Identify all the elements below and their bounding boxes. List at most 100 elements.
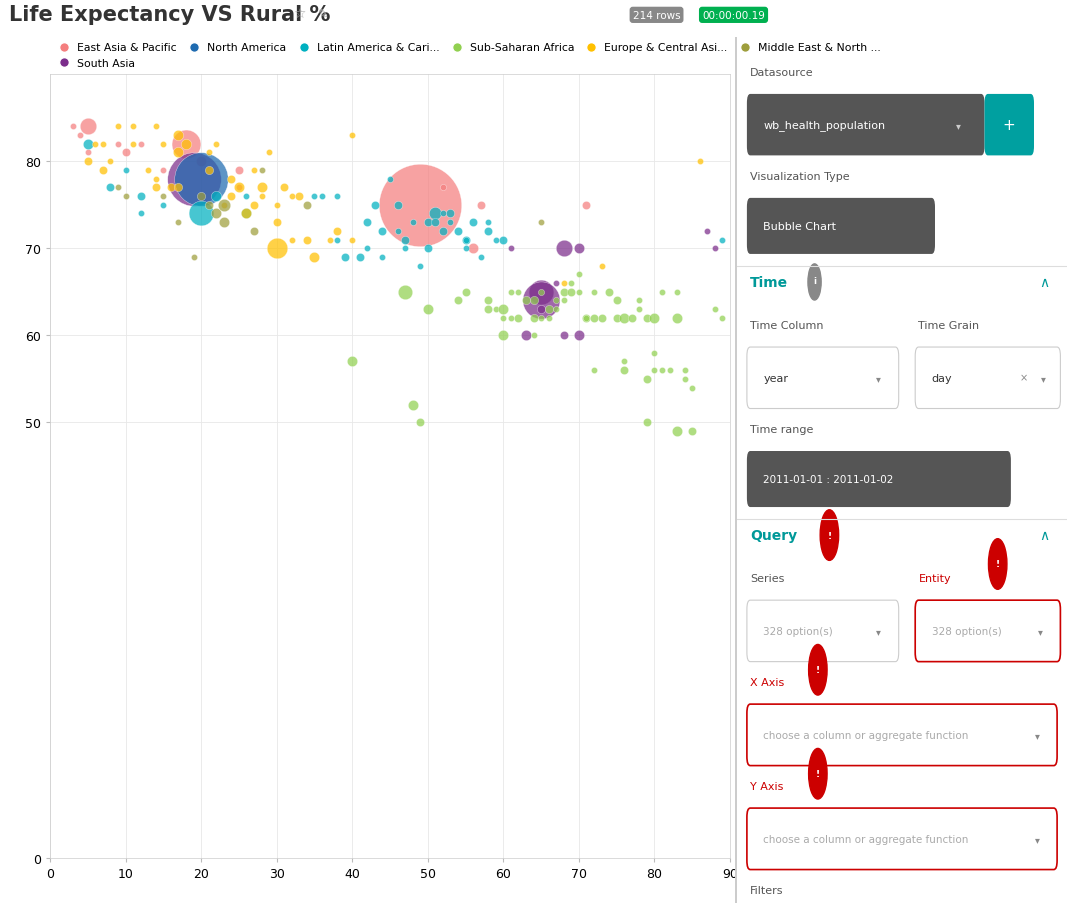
FancyBboxPatch shape (747, 808, 1057, 870)
Point (147, 172, 164, 187)
Point (170, 128, 187, 143)
Text: Datasource & Chart Type: Datasource & Chart Type (750, 21, 946, 34)
Text: ☆: ☆ (293, 7, 306, 21)
Point (275, 181, 292, 195)
Point (359, 216, 376, 230)
Point (208, 190, 225, 204)
Point (132, 137, 149, 152)
Point (676, 364, 694, 378)
Point (691, 154, 708, 169)
Point (532, 216, 550, 230)
Text: ▾: ▾ (1035, 730, 1039, 740)
Point (510, 285, 527, 300)
Text: <>: <> (834, 18, 849, 27)
Point (306, 190, 323, 204)
Point (464, 242, 481, 256)
Point (268, 199, 285, 213)
Point (616, 364, 633, 378)
Point (495, 312, 512, 326)
Text: ▾: ▾ (956, 120, 960, 131)
Point (412, 199, 429, 213)
Point (669, 312, 686, 326)
Point (503, 312, 520, 326)
Text: ⚭: ⚭ (813, 18, 819, 27)
Point (540, 303, 557, 317)
Text: !: ! (816, 666, 819, 675)
FancyBboxPatch shape (907, 11, 930, 33)
Text: Query: Query (750, 528, 797, 542)
Text: 328 option(s): 328 option(s) (763, 626, 833, 637)
Point (427, 207, 444, 221)
Point (419, 242, 436, 256)
Point (351, 250, 368, 265)
Text: Y Axis: Y Axis (750, 781, 783, 791)
FancyBboxPatch shape (915, 348, 1061, 409)
FancyBboxPatch shape (335, 9, 410, 33)
FancyBboxPatch shape (747, 95, 985, 156)
Text: !: ! (827, 531, 831, 540)
Point (192, 207, 209, 221)
Text: Datasource: Datasource (750, 68, 814, 78)
Point (646, 312, 663, 326)
Point (397, 233, 414, 247)
Point (457, 233, 474, 247)
Point (684, 424, 701, 439)
Point (676, 372, 694, 386)
Point (86, 137, 103, 152)
FancyBboxPatch shape (747, 600, 898, 662)
Circle shape (821, 510, 839, 561)
Point (216, 199, 233, 213)
Point (64, 120, 81, 135)
Point (216, 199, 233, 213)
Point (480, 294, 497, 309)
Text: choose a column or aggregate function: choose a column or aggregate function (763, 730, 969, 740)
Point (177, 137, 194, 152)
Text: Visualization Type: Visualization Type (750, 172, 849, 182)
Point (94, 137, 111, 152)
Text: ▾: ▾ (1035, 833, 1039, 844)
FancyBboxPatch shape (915, 600, 1061, 662)
Text: ▾: ▾ (1038, 626, 1044, 637)
Point (321, 233, 338, 247)
Point (245, 163, 262, 178)
Point (699, 224, 716, 238)
Circle shape (988, 539, 1007, 590)
Text: ▾: ▾ (876, 373, 881, 384)
Point (132, 190, 149, 204)
Text: Altered: Altered (349, 16, 396, 26)
Point (147, 181, 164, 195)
FancyBboxPatch shape (830, 11, 854, 33)
Text: Entity: Entity (919, 573, 951, 583)
Point (495, 303, 512, 317)
Point (547, 276, 564, 291)
Point (373, 224, 391, 238)
Point (223, 190, 240, 204)
Point (706, 303, 723, 317)
Point (170, 146, 187, 161)
Point (329, 190, 346, 204)
Point (480, 216, 497, 230)
Point (472, 250, 489, 265)
Point (510, 312, 527, 326)
Point (94, 163, 111, 178)
FancyBboxPatch shape (747, 348, 898, 409)
Point (532, 285, 550, 300)
FancyBboxPatch shape (747, 704, 1057, 766)
Point (344, 128, 361, 143)
Point (555, 285, 572, 300)
Point (540, 312, 557, 326)
Point (457, 285, 474, 300)
Point (268, 242, 285, 256)
Point (201, 146, 218, 161)
Text: year: year (763, 373, 789, 384)
Point (397, 242, 414, 256)
Point (201, 163, 218, 178)
Text: json: json (859, 18, 876, 27)
Point (117, 146, 134, 161)
Point (684, 381, 701, 396)
Point (216, 216, 233, 230)
Point (412, 415, 429, 430)
Point (669, 424, 686, 439)
Point (344, 355, 361, 369)
Circle shape (809, 749, 827, 799)
